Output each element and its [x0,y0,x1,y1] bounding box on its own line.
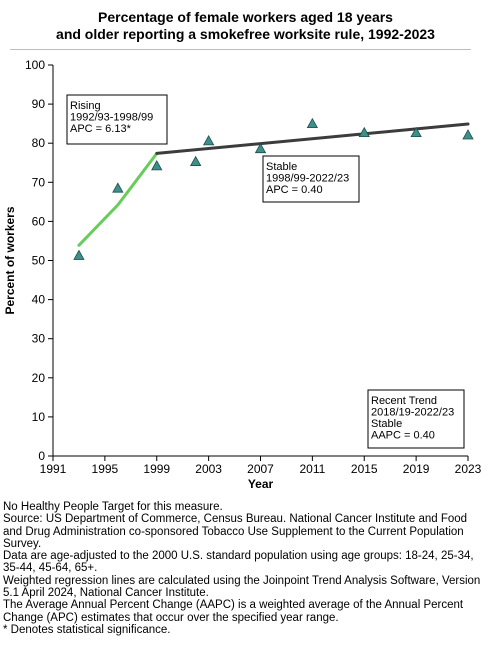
annotation-recent-trend-box [367,389,465,449]
annotation-recent-trend-line-4: AAPC = 0.40 [371,430,435,442]
y-axis-title: Percent of workers [3,206,17,314]
x-tick-label: 2003 [195,462,222,476]
annotation-recent-trend-line-2: 2018/19-2022/23 [371,407,454,419]
y-tick-label: 10 [32,410,46,424]
footnote-1: No Healthy People Target for this measur… [3,501,223,513]
y-tick-label: 50 [32,254,46,268]
annotation-stable-line-1: Stable [266,161,297,173]
y-tick-label: 30 [32,332,46,346]
chart-title-line-2: and older reporting a smokefree worksite… [56,26,435,42]
data-point-marker [306,117,319,129]
y-tick-label: 70 [32,175,46,189]
chart-canvas: 0 10 20 30 40 50 60 70 80 90 100 1991 1995 1999 2003 20… [3,58,482,491]
annotation-stable-line-3: APC = 0.40 [266,184,323,196]
x-tick-label: 2007 [247,462,274,476]
footnote-6: * Denotes statistical significance. [3,623,171,636]
trend-line-segment-1 [77,151,159,247]
y-tick-label: 40 [32,293,46,307]
data-point-marker [151,160,163,171]
data-point-marker [189,155,202,166]
footnote-3: Data are age-adjusted to the 2000 U.S. s… [3,550,474,575]
annotation-stable-line-2: 1998/99-2022/23 [266,173,349,185]
title-divider [10,49,471,50]
y-tick-label: 20 [32,371,46,385]
data-point-marker [202,135,215,146]
footnote-5: The Average Annual Percent Change (AAPC)… [3,599,464,624]
annotation-stable-box [262,155,360,203]
y-tick-label: 60 [32,214,46,228]
footnote-4: Weighted regression lines are calculated… [3,574,481,600]
x-axis-title: Year [248,477,274,491]
y-tick-label: 100 [25,58,45,72]
chart-title: Percentage of female workers aged 18 yea… [0,9,491,43]
x-tick-label: 2011 [299,462,325,476]
y-tick-label: 80 [32,136,46,150]
annotation-rising-line-2: 1992/93-1998/99 [70,112,153,124]
footnote-2: Source: US Department of Commerce, Censu… [3,513,468,550]
annotation-recent-trend-line-1: Recent Trend [371,395,437,407]
annotation-rising-line-3: APC = 6.13* [70,123,132,135]
annotation-rising-line-1: Rising [70,100,101,112]
x-tick-label: 2023 [455,462,482,476]
data-point-marker [410,126,422,138]
x-tick-label: 2019 [403,462,430,476]
y-tick-label: 90 [32,97,46,111]
x-tick-label: 1991 [40,462,67,476]
data-point-marker [462,129,474,140]
trend-line-segment-2 [155,122,470,155]
annotation-rising-box [66,94,168,145]
data-point-marker [358,126,370,138]
data-point-marker [112,182,124,193]
data-point-marker [254,142,267,154]
x-tick-label: 2015 [351,462,378,476]
x-tick-label: 1999 [143,462,170,476]
x-tick-label: 1995 [92,462,119,476]
data-point-marker [73,249,85,260]
y-tick-label: 0 [38,449,45,463]
annotation-recent-trend-line-3: Stable [371,418,402,430]
chart-title-line-1: Percentage of female workers aged 18 yea… [98,9,393,25]
footnotes: No Healthy People Target for this measur… [3,501,488,636]
